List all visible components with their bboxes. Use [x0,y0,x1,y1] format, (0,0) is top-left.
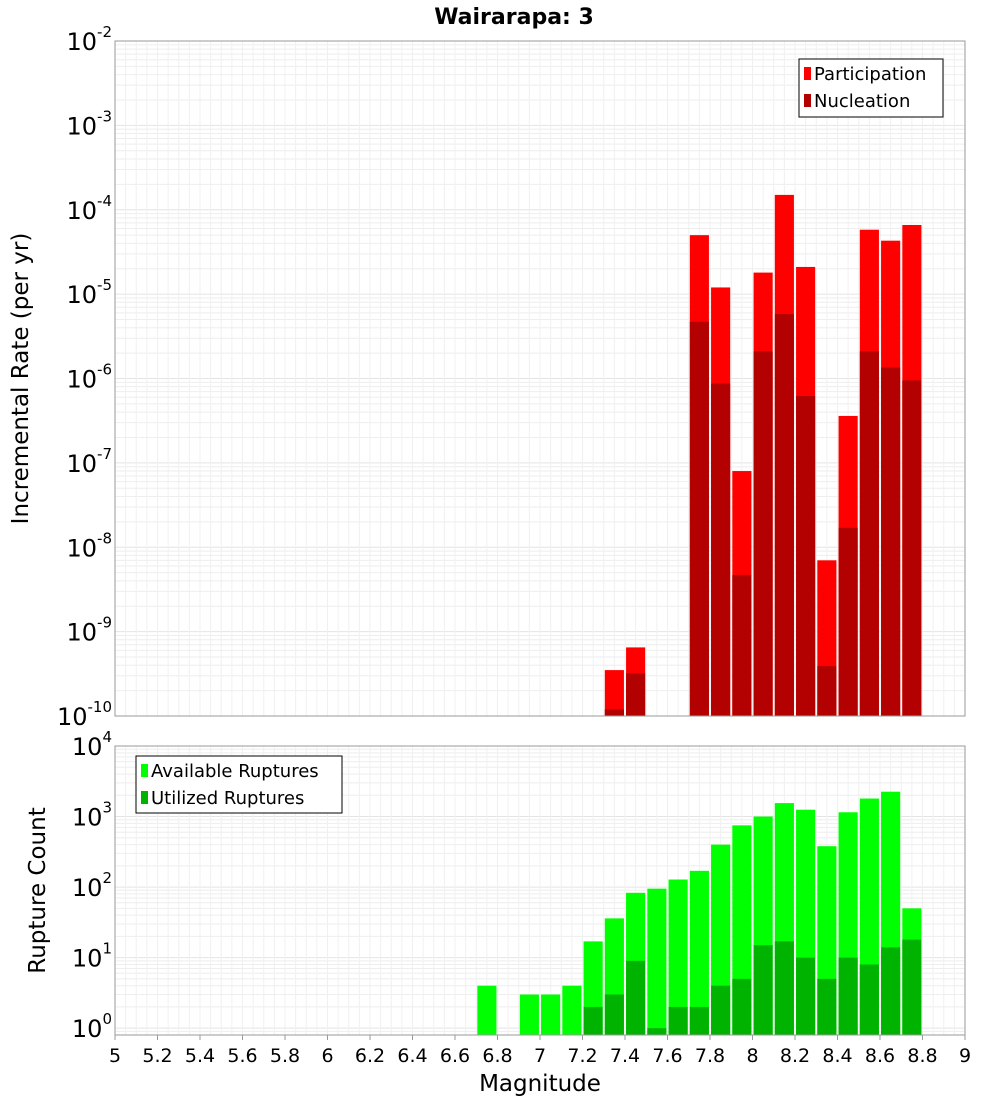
bar-utilized-ruptures [817,978,837,1035]
bar-nucleation [774,314,794,716]
bar-utilized-ruptures [838,957,858,1035]
x-tick-label: 5 [109,1045,121,1067]
bar-available-ruptures [477,985,497,1035]
rate-ytick-label: 10-8 [66,529,112,562]
x-tick-label: 8.6 [865,1045,895,1067]
bar-nucleation [753,351,773,716]
x-axis-label: Magnitude [479,1071,601,1097]
legend-box [798,58,944,118]
bar-nucleation [796,396,816,716]
bar-nucleation [711,383,731,716]
legend-swatch [141,791,148,804]
bar-utilized-ruptures [604,994,624,1035]
bar-available-ruptures [689,870,709,1035]
x-tick-label: 6.8 [482,1045,512,1067]
count-ytick-label: 103 [72,799,112,832]
bar-utilized-ruptures [668,1006,688,1035]
rate-y-axis-label: Incremental Rate (per yr) [8,233,34,525]
legend-swatch [804,94,811,107]
rate-ytick-label: 10-4 [66,192,112,225]
legend-label: Participation [814,64,926,85]
bar-nucleation [626,673,646,716]
x-tick-label: 6.6 [440,1045,470,1067]
bar-nucleation [689,321,709,716]
x-tick-label: 8.8 [907,1045,937,1067]
bar-nucleation [902,380,922,716]
bar-nucleation [732,574,752,716]
rate-ytick-label: 10-2 [66,23,112,56]
x-tick-label: 7.8 [695,1045,725,1067]
bar-utilized-ruptures [711,985,731,1035]
bar-available-ruptures [647,888,667,1035]
rate-ytick-label: 10-6 [66,361,112,394]
bar-utilized-ruptures [753,945,773,1035]
rate-plot-frame [114,40,966,717]
count-ytick-label: 102 [72,869,112,902]
bar-utilized-ruptures [902,939,922,1035]
legend-label: Nucleation [814,91,910,112]
x-tick-label: 8.2 [780,1045,810,1067]
count-y-axis-label: Rupture Count [25,807,51,973]
bar-utilized-ruptures [881,947,901,1035]
bar-participation [604,670,624,716]
legend-box [135,755,343,814]
x-tick-label: 7.6 [652,1045,682,1067]
x-tick-label: 7.2 [567,1045,597,1067]
x-tick-label: 5.4 [185,1045,215,1067]
bar-utilized-ruptures [859,964,879,1035]
x-tick-label: 7 [534,1045,546,1067]
x-axis: 5 5.2 5.4 5.6 5.8 6 6.2 6.4 6.6 6.8 7 7.2 7.4 7.6 7.8 8… [109,1035,971,1067]
bar-nucleation [604,709,624,716]
bar-available-ruptures [562,985,582,1035]
x-tick-label: 5.8 [270,1045,300,1067]
legend-label: Available Ruptures [151,761,319,782]
x-tick-label: 6.2 [355,1045,385,1067]
rate-ytick-label: 10-3 [66,107,112,140]
bar-utilized-ruptures [689,1006,709,1035]
legend-label: Utilized Ruptures [151,788,304,809]
bar-nucleation [838,527,858,716]
bar-utilized-ruptures [583,1006,603,1035]
rate-grid [114,41,966,717]
x-tick-label: 5.6 [227,1045,257,1067]
count-ytick-label: 101 [72,940,112,973]
bar-utilized-ruptures [732,978,752,1035]
rate-ytick-label: 10-9 [66,614,112,647]
x-tick-label: 7.4 [610,1045,640,1067]
bar-nucleation [881,367,901,716]
count-ytick-label: 104 [72,728,112,761]
rate-legend: Participation Nucleation [798,58,944,118]
x-tick-label: 6 [321,1045,333,1067]
rate-panel: 10-10 10-9 10-8 10-7 10-6 10-5 10-4 10-3 10-2 Inc… [8,23,966,731]
chart-title: Wairarapa: 3 [434,5,594,30]
bar-utilized-ruptures [796,957,816,1035]
x-tick-label: 9 [959,1045,971,1067]
legend-swatch [804,67,811,80]
rate-ytick-label: 10-5 [66,276,112,309]
x-tick-label: 8 [746,1045,758,1067]
x-tick-label: 5.2 [142,1045,172,1067]
x-tick-label: 8.4 [822,1045,852,1067]
bar-available-ruptures [541,994,561,1035]
count-legend: Available Ruptures Utilized Ruptures [135,755,343,814]
bar-nucleation [859,351,879,716]
count-ytick-label: 100 [72,1010,112,1043]
rate-ytick-label: 10-10 [57,698,112,731]
x-tick-label: 6.4 [397,1045,427,1067]
bar-available-ruptures [519,994,539,1035]
bar-available-ruptures [668,879,688,1035]
bar-nucleation [817,666,837,716]
rate-ytick-label: 10-7 [66,445,112,478]
count-series-1 [583,939,922,1035]
bar-utilized-ruptures [626,960,646,1035]
rate-series-1 [604,314,922,716]
legend-swatch [141,764,148,777]
bar-utilized-ruptures [774,941,794,1035]
bar-utilized-ruptures [647,1028,667,1035]
